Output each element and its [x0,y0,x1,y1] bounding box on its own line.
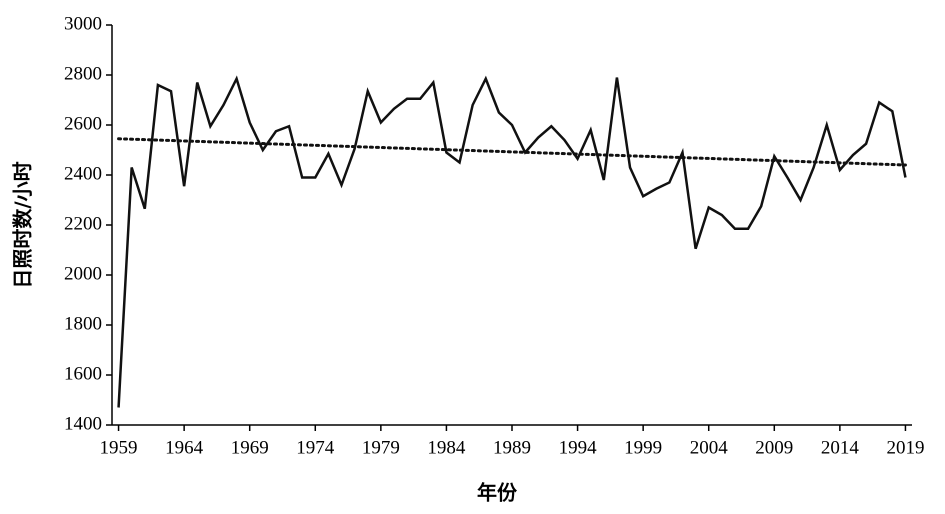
y-tick-label: 3000 [64,13,102,34]
x-tick-label: 1969 [231,437,269,458]
x-tick-label: 1979 [362,437,400,458]
y-tick-label: 2400 [64,163,102,184]
y-tick-label: 2200 [64,213,102,234]
x-tick-label: 2014 [821,437,860,458]
x-axis-label: 年份 [477,481,518,505]
y-axis-label: 日照时数/小时 [11,161,35,288]
x-tick-label: 2004 [690,437,729,458]
x-tick-label: 1959 [100,437,138,458]
data-line [117,75,907,408]
x-tick-label: 1964 [165,437,204,458]
y-tick-label: 2000 [64,263,102,284]
y-tick-label: 2800 [64,63,102,84]
x-tick-label: 2019 [886,437,924,458]
x-tick-label: 1999 [624,437,662,458]
y-tick-label: 2600 [64,113,102,134]
y-tick-label: 1800 [64,313,102,334]
x-tick-label: 1994 [559,437,598,458]
x-tick-label: 1974 [296,437,335,458]
trend-line [117,137,907,167]
x-tick-label: 1984 [427,437,466,458]
y-tick-label: 1400 [64,413,102,434]
x-tick-label: 1989 [493,437,531,458]
y-tick-label: 1600 [64,363,102,384]
x-tick-label: 2009 [755,437,793,458]
